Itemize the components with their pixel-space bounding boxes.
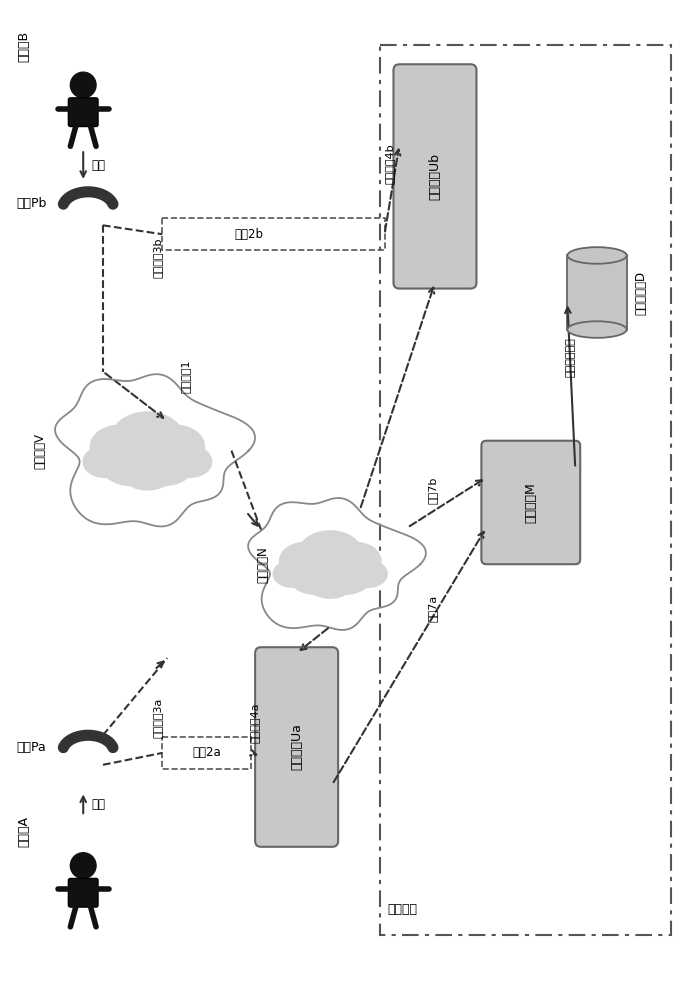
Ellipse shape (329, 542, 382, 580)
Ellipse shape (567, 321, 627, 338)
Text: 音频输入4b: 音频输入4b (385, 144, 394, 184)
Text: 参与者B: 参与者B (17, 31, 31, 62)
Ellipse shape (567, 247, 627, 264)
Bar (162, 737, 251, 769)
Circle shape (70, 72, 96, 98)
Text: 连接2b: 连接2b (235, 228, 264, 241)
Ellipse shape (147, 425, 205, 469)
Ellipse shape (121, 455, 174, 491)
Text: 电话Pb: 电话Pb (16, 197, 46, 210)
Ellipse shape (272, 560, 312, 588)
Bar (162, 218, 385, 250)
Ellipse shape (89, 425, 148, 469)
Ellipse shape (348, 560, 388, 588)
Text: 连接2a: 连接2a (193, 746, 221, 759)
Text: 使用: 使用 (91, 798, 105, 811)
Text: 指纹单元Ub: 指纹单元Ub (429, 153, 441, 200)
Ellipse shape (306, 568, 354, 599)
FancyBboxPatch shape (255, 647, 338, 847)
FancyBboxPatch shape (394, 64, 477, 289)
Text: 连接7b: 连接7b (427, 476, 437, 504)
Ellipse shape (82, 445, 127, 478)
Text: 电话Pa: 电话Pa (16, 741, 46, 754)
Ellipse shape (288, 559, 343, 595)
Ellipse shape (110, 411, 185, 468)
Text: 连接7a: 连接7a (427, 595, 437, 622)
FancyBboxPatch shape (68, 98, 98, 127)
Text: 音频输入4a: 音频输入4a (249, 702, 259, 743)
Text: 电话连接1: 电话连接1 (180, 360, 190, 393)
Ellipse shape (279, 542, 331, 580)
Ellipse shape (101, 445, 163, 486)
Text: 数据网络N: 数据网络N (256, 546, 269, 583)
Ellipse shape (168, 445, 212, 478)
Text: 指纹单元Ua: 指纹单元Ua (290, 724, 303, 770)
Circle shape (70, 853, 96, 878)
FancyBboxPatch shape (68, 878, 98, 907)
Text: 非隔离区: 非隔离区 (387, 903, 417, 916)
Bar (380, 45, 671, 935)
Text: 用户数据库D: 用户数据库D (634, 270, 648, 315)
Text: 参与者A: 参与者A (17, 816, 31, 847)
Text: 匹配服务M: 匹配服务M (524, 482, 537, 523)
Bar (567, 255, 627, 330)
Text: 音频输出3a: 音频输出3a (152, 697, 163, 738)
Text: 电话网络V: 电话网络V (34, 433, 47, 469)
Ellipse shape (297, 530, 364, 579)
Text: 使用: 使用 (91, 159, 105, 172)
FancyBboxPatch shape (482, 441, 580, 564)
Ellipse shape (317, 559, 372, 595)
Text: 音频输出3b: 音频输出3b (152, 238, 163, 278)
Text: 检查授权等级: 检查授权等级 (565, 337, 575, 377)
Ellipse shape (133, 445, 195, 486)
